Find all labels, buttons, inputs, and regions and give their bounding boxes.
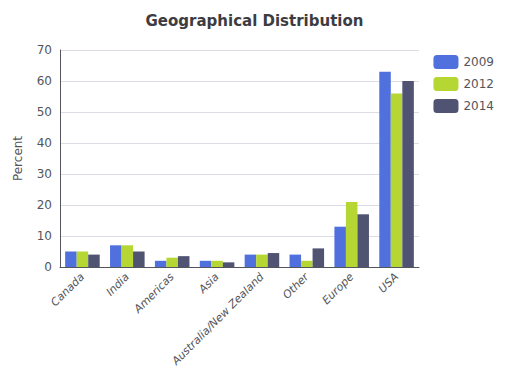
svg-text:India: India — [104, 270, 132, 298]
svg-text:10: 10 — [37, 229, 52, 243]
svg-text:Canada: Canada — [48, 270, 87, 309]
svg-text:USA: USA — [376, 270, 401, 295]
svg-text:30: 30 — [37, 167, 52, 181]
svg-text:Geographical Distribution: Geographical Distribution — [146, 12, 364, 30]
svg-text:70: 70 — [37, 43, 52, 57]
svg-text:Asia: Asia — [195, 270, 221, 296]
svg-text:Europe: Europe — [320, 270, 357, 307]
svg-text:Percent: Percent — [11, 136, 25, 181]
svg-text:Americas: Americas — [131, 270, 177, 316]
svg-text:2009: 2009 — [463, 55, 494, 69]
svg-text:2014: 2014 — [463, 99, 494, 113]
svg-text:60: 60 — [37, 74, 52, 88]
svg-text:0: 0 — [44, 260, 52, 274]
svg-text:20: 20 — [37, 198, 52, 212]
svg-text:Australia/New Zealand: Australia/New Zealand — [169, 270, 268, 369]
svg-text:Other: Other — [280, 269, 312, 301]
svg-text:50: 50 — [37, 105, 52, 119]
svg-text:2012: 2012 — [463, 77, 494, 91]
svg-text:40: 40 — [37, 136, 52, 150]
